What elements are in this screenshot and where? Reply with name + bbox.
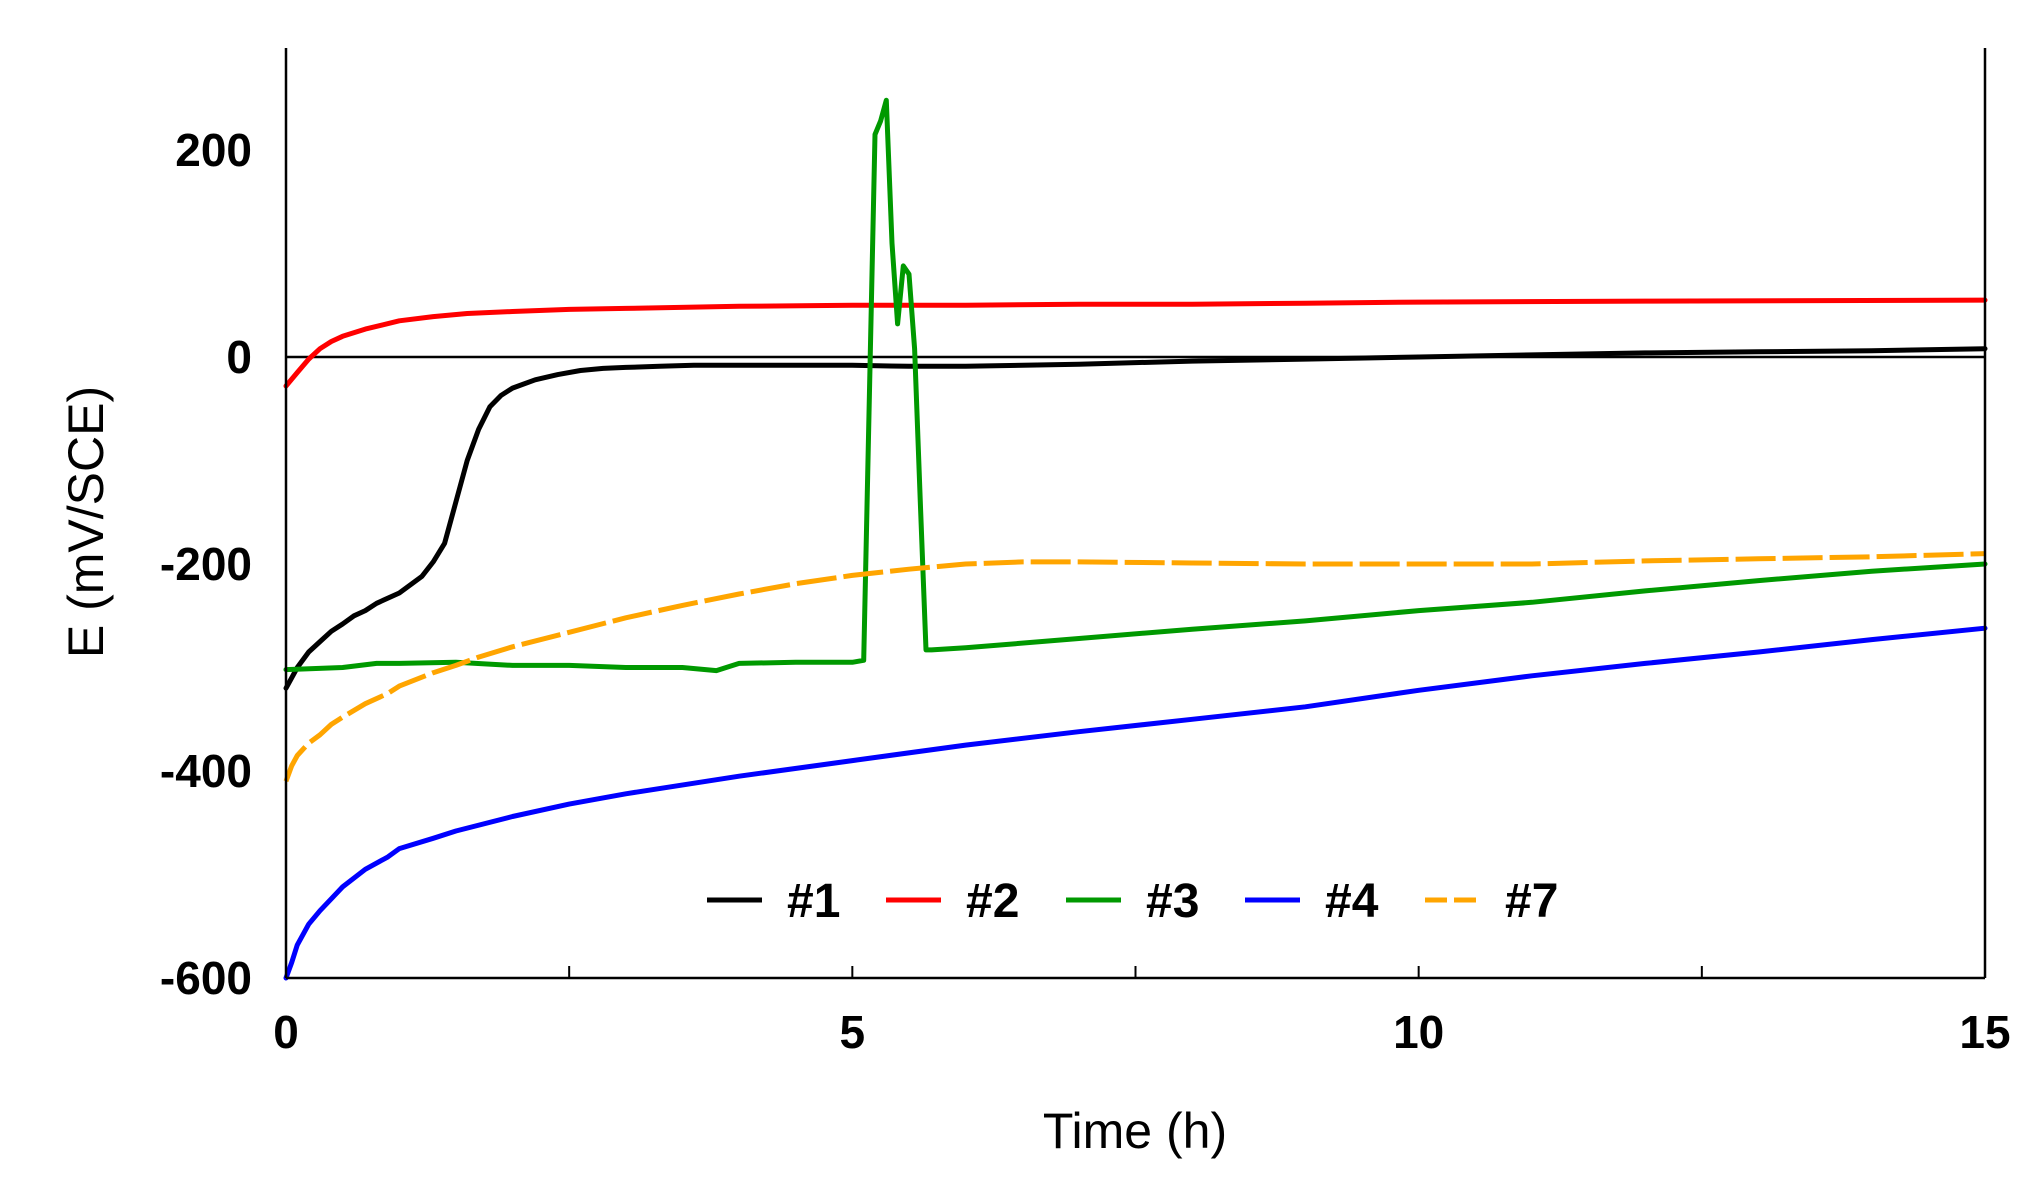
axes <box>284 48 1987 980</box>
y-tick-label: 200 <box>175 124 252 176</box>
legend-label: #7 <box>1505 875 1558 928</box>
series-line-n4 <box>283 625 1988 981</box>
y-tick-label: 0 <box>226 331 252 383</box>
y-tick-label: -600 <box>160 952 252 1004</box>
legend-label: #4 <box>1325 875 1379 928</box>
y-axis-title: E (mV/SCE) <box>58 386 114 658</box>
y-tick-label: -200 <box>160 538 252 590</box>
series-line-n1 <box>283 346 1988 691</box>
legend-label: #2 <box>966 875 1019 928</box>
legend-label: #1 <box>787 875 840 928</box>
x-tick-label: 0 <box>273 1006 299 1058</box>
series-line-n3 <box>283 97 1988 674</box>
legend: #1 #2 #3 #4 #7 <box>707 875 1558 928</box>
series-line-n7 <box>283 551 1986 783</box>
x-axis-title: Time (h) <box>1043 1103 1227 1159</box>
x-tick-label: 5 <box>840 1006 866 1058</box>
x-tick-label: 15 <box>1959 1006 2010 1058</box>
y-tick-label: -400 <box>160 745 252 797</box>
series-line-n2 <box>283 297 1988 389</box>
series-layer <box>283 97 1988 981</box>
tick-labels: 0 5 10 15 -600 -400 -200 0 200 <box>160 124 2011 1058</box>
legend-label: #3 <box>1146 875 1199 928</box>
x-tick-label: 10 <box>1393 1006 1444 1058</box>
